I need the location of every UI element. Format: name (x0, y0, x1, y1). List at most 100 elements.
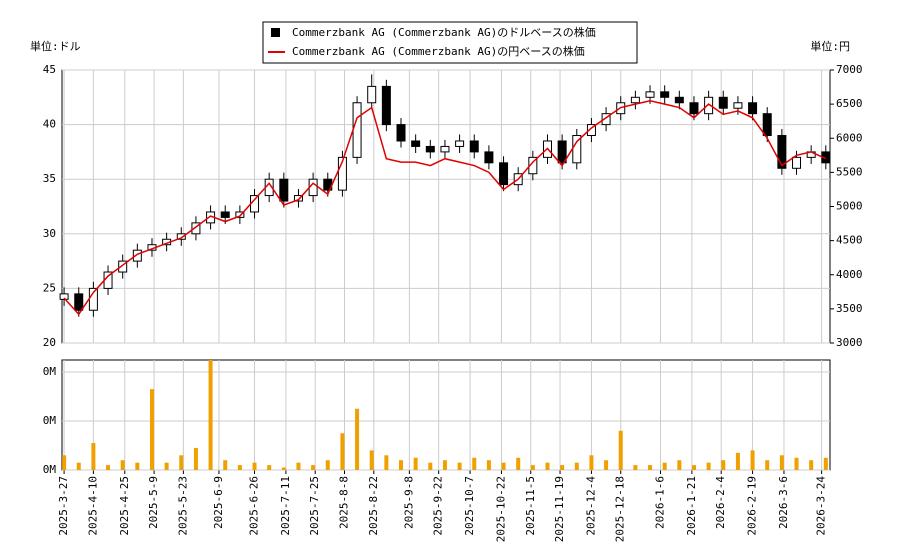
legend-label: Commerzbank AG (Commerzbank AG)のドルベースの株価 (292, 25, 596, 39)
x-tick-label: 2025-9-22 (432, 476, 445, 536)
candle-body (425, 145, 435, 153)
price-line (63, 99, 827, 316)
x-tick-label: 2026-1-21 (685, 476, 698, 536)
candle-body (792, 156, 802, 169)
x-tick-label: 2026-2-19 (746, 476, 759, 536)
price-frame (61, 69, 831, 344)
volume-bar (765, 460, 770, 470)
volume-bar (457, 462, 462, 470)
volume-tick-label: 0M (43, 365, 57, 378)
y-tick-label: 30 (43, 227, 56, 240)
y-unit: 単位:ドル (30, 39, 81, 53)
x-tick-label: 2025-6-26 (248, 476, 261, 536)
volume-bar (823, 457, 828, 470)
x-tick-label: 2026-3-24 (815, 476, 828, 536)
candle-body (220, 211, 230, 218)
candle-body (601, 113, 611, 126)
x-tick-label: 2026-2-4 (714, 476, 727, 529)
candle-body (352, 102, 362, 158)
volume-bar (106, 465, 111, 470)
volume-bar (648, 465, 653, 470)
y2-tick-label: 4500 (836, 234, 863, 247)
candle-body (381, 85, 391, 126)
volume-bar (486, 460, 491, 470)
volume-bar (560, 465, 565, 470)
volume-bar (721, 460, 726, 470)
volume-bar (633, 465, 638, 470)
volume-bar (545, 462, 550, 470)
y2-tick-label: 5000 (836, 200, 863, 213)
candle-body (440, 145, 450, 153)
volume-bar (384, 455, 389, 470)
volume-bar (691, 465, 696, 470)
volume-bar (149, 389, 154, 470)
volume-bar (604, 460, 609, 470)
volume-bar (399, 460, 404, 470)
candle-body (528, 156, 538, 175)
y-tick-label: 35 (43, 172, 56, 185)
x-tick-label: 2025-11-5 (524, 476, 537, 536)
x-tick-label: 2025-5-23 (176, 476, 189, 536)
y-tick-label: 20 (43, 336, 56, 349)
x-tick-label: 2025-10-7 (463, 476, 476, 536)
candle-body (191, 222, 201, 235)
candle-body (235, 211, 245, 218)
x-tick-label: 2025-7-11 (279, 476, 292, 536)
candle-body (777, 135, 787, 169)
candle-body (674, 96, 684, 104)
x-tick-label: 2025-10-22 (494, 476, 507, 542)
volume-bar (428, 462, 433, 470)
volume-bar (237, 465, 242, 470)
candle-body (499, 162, 509, 186)
volume-bar (472, 457, 477, 470)
volume-bar (62, 455, 67, 470)
volume-bar (413, 457, 418, 470)
volume-bar (325, 460, 330, 470)
volume-bar (662, 462, 667, 470)
candle-body (396, 124, 406, 142)
candle-body (74, 293, 84, 311)
candle-body (469, 140, 479, 153)
x-tick-label: 2025-5-9 (147, 476, 160, 529)
volume-bar (677, 460, 682, 470)
volume-bar (516, 457, 521, 470)
x-tick-label: 2026-3-6 (777, 476, 790, 529)
volume-bar (91, 443, 96, 470)
candle-body (718, 96, 728, 109)
x-tick-label: 2025-12-18 (614, 476, 627, 542)
volume-bar (281, 467, 286, 470)
volume-frame (61, 359, 831, 471)
y-tick-label: 25 (43, 281, 56, 294)
candle-body (411, 140, 421, 147)
volume-bar (208, 360, 213, 470)
legend-swatch-candle (271, 28, 280, 37)
candle-body (367, 85, 377, 104)
legend (262, 21, 638, 64)
volume-bar (164, 462, 169, 470)
volume-bar (779, 455, 784, 470)
candle-body (132, 249, 142, 262)
x-tick-label: 2025-11-19 (553, 476, 566, 542)
candle-body (176, 233, 186, 240)
candle-body (118, 260, 128, 273)
volume-tick-label: 0M (43, 463, 57, 476)
candle-body (557, 140, 567, 164)
volume-bar (809, 460, 814, 470)
volume-bar (530, 465, 535, 470)
y2-tick-label: 3000 (836, 336, 863, 349)
x-tick-label: 2025-9-8 (402, 476, 415, 529)
volume-bar (589, 455, 594, 470)
volume-tick-label: 0M (43, 414, 57, 427)
x-tick-label: 2026-1-6 (653, 476, 666, 529)
y2-tick-label: 6500 (836, 97, 863, 110)
volume-bar (501, 462, 506, 470)
volume-bar (355, 408, 360, 470)
volume-bar (252, 462, 257, 470)
candle-body (337, 156, 347, 191)
volume-bar (574, 462, 579, 470)
y-tick-label: 45 (43, 63, 56, 76)
y2-unit: 単位:円 (810, 39, 850, 53)
volume-bar (442, 460, 447, 470)
